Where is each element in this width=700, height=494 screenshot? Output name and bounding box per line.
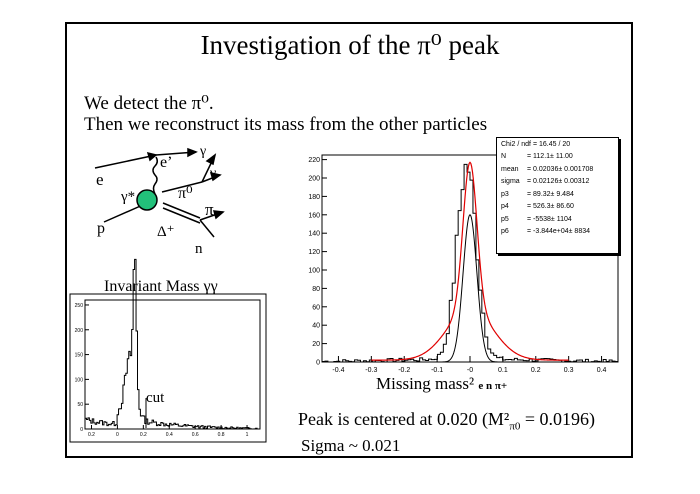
fit-stat-value: = 112.1± 11.00 — [527, 153, 573, 161]
cut-label: cut — [146, 390, 165, 406]
fit-stat-row: mean = 0.02036± 0.001708 — [497, 163, 618, 176]
big-y-tick-label: 180 — [308, 194, 320, 201]
big-y-tick-label: 80 — [312, 286, 320, 293]
big-x-tick-label: -0.1 — [431, 367, 443, 374]
label-n: n — [195, 241, 203, 257]
fit-stat-value: = -5538± 1104 — [527, 215, 572, 223]
fit-stat-key: p5 — [501, 215, 509, 223]
big-plot-xlabel: Missing mass² e n π+ — [376, 374, 507, 394]
intro-line-1: We detect the π⁰. — [84, 93, 214, 114]
label-gamma-2: γ — [209, 166, 216, 181]
fit-stats-box: Chi2 / ndf = 16.45 / 20 N = 112.1± 11.00 mea… — [496, 137, 619, 254]
fit-stat-value: = 526.3± 86.60 — [527, 203, 574, 211]
small-x-tick-label: 0 — [116, 432, 119, 438]
label-pi0: π⁰ — [178, 185, 193, 202]
small-y-tick-label: 0 — [80, 427, 83, 433]
fit-stat-value: = 0.02036± 0.001708 — [527, 165, 594, 173]
fit-stat-row: p6 = -3.844e+04± 8834 — [497, 226, 618, 239]
small-y-tick-label: 100 — [75, 377, 84, 383]
fit-stat-row: Chi2 / ndf = 16.45 / 20 — [497, 138, 618, 151]
label-p: p — [97, 220, 105, 237]
big-y-tick-label: 140 — [308, 231, 320, 238]
big-y-tick-label: 0 — [316, 360, 320, 367]
small-x-tick-label: 1 — [246, 432, 249, 438]
label-e-in: e — [96, 170, 104, 189]
fit-stat-key: p6 — [501, 228, 509, 236]
peak-text-main: Peak is centered at 0.020 (M² — [298, 409, 510, 429]
small-plot-histogram — [84, 258, 260, 430]
big-plot-gaussian — [420, 214, 520, 363]
label-gamma-star: γ* — [120, 189, 135, 205]
small-plot-y-axis: 0 50 100 150 200 250 — [75, 303, 89, 433]
fit-stat-row: N = 112.1± 11.00 — [497, 151, 618, 164]
small-x-tick-label: 0.2 — [140, 432, 147, 438]
fit-stat-row: p5 = -5538± 1104 — [497, 213, 618, 226]
big-plot-x-axis: -0.4 -0.3 -0.2 -0.1 -0 0.1 0.2 0.3 0.4 — [332, 356, 607, 374]
big-x-tick-label: -0.3 — [365, 367, 377, 374]
small-plot-frame — [84, 299, 261, 430]
fit-stat-row: sigma = 0.02126± 0.00312 — [497, 176, 618, 189]
big-plot-y-axis: 0 20 40 60 80 100 120 140 160 180 200 220 — [308, 157, 327, 367]
big-x-tick-label: 0.4 — [597, 367, 607, 374]
label-gamma-1: γ — [199, 144, 206, 159]
big-plot-xlabel-sub: e n π+ — [478, 380, 508, 392]
slide-frame — [65, 22, 633, 458]
big-x-tick-label: -0 — [467, 367, 473, 374]
big-x-tick-label: 0.1 — [498, 367, 508, 374]
fit-stat-value: = 89.32± 9.484 — [527, 190, 574, 198]
big-x-tick-label: 0.2 — [531, 367, 541, 374]
fit-stat-key: sigma — [501, 178, 520, 186]
fit-stat-key: mean — [501, 165, 519, 173]
small-x-tick-label: 0.6 — [192, 432, 199, 438]
small-plot-title: Invariant Mass γγ — [104, 278, 218, 295]
big-x-tick-label: -0.4 — [332, 367, 344, 374]
small-y-tick-label: 50 — [77, 402, 83, 408]
fit-stat-value: = 0.02126± 0.00312 — [527, 178, 590, 186]
small-y-tick-label: 250 — [75, 303, 84, 309]
fit-stat-value: = -3.844e+04± 8834 — [527, 228, 591, 236]
small-plot-pad — [69, 293, 267, 443]
fit-stat-row: p3 = 89.32± 9.484 — [497, 188, 618, 201]
label-e-out: e’ — [160, 154, 172, 171]
intro-line-2: Then we reconstruct its mass from the ot… — [84, 114, 488, 135]
fit-stat-key: p4 — [501, 203, 509, 211]
peak-text-sub: π0 — [509, 420, 521, 433]
big-y-tick-label: 100 — [308, 268, 320, 275]
fit-stat-key: p3 — [501, 190, 509, 198]
small-y-tick-label: 200 — [75, 328, 84, 334]
big-x-tick-label: -0.2 — [398, 367, 410, 374]
slide-title: Investigation of the π⁰ peak — [200, 30, 500, 60]
big-y-tick-label: 60 — [312, 304, 320, 311]
fit-stat-row: p4 = 526.3± 86.60 — [497, 201, 618, 214]
big-plot-xlabel-main: Missing mass² — [376, 374, 475, 393]
label-pi: π — [205, 200, 214, 219]
big-y-tick-label: 20 — [312, 341, 320, 348]
big-y-tick-label: 200 — [308, 176, 320, 183]
big-y-tick-label: 220 — [308, 157, 320, 164]
fit-stat-value: = 16.45 / 20 — [532, 140, 571, 148]
fit-stat-key: N — [501, 153, 507, 161]
small-x-tick-label: 0.4 — [166, 432, 173, 438]
small-y-tick-label: 150 — [75, 353, 84, 359]
small-x-tick-label: 0.2 — [88, 432, 95, 438]
fit-stat-key: Chi2 / ndf — [501, 140, 531, 148]
big-x-tick-label: 0.3 — [564, 367, 574, 374]
label-delta: Δ⁺ — [157, 224, 175, 240]
big-plot-fit-curve — [371, 161, 569, 361]
feynman-diagram — [94, 147, 225, 238]
peak-text: Peak is centered at 0.020 (M²π0 = 0.0196… — [298, 409, 595, 433]
sigma-text: Sigma ~ 0.021 — [301, 436, 401, 455]
big-y-tick-label: 120 — [308, 249, 320, 256]
big-y-tick-label: 160 — [308, 212, 320, 219]
small-x-tick-label: 0.8 — [218, 432, 225, 438]
big-y-tick-label: 40 — [312, 323, 320, 330]
peak-text-end: = 0.0196) — [520, 409, 596, 429]
